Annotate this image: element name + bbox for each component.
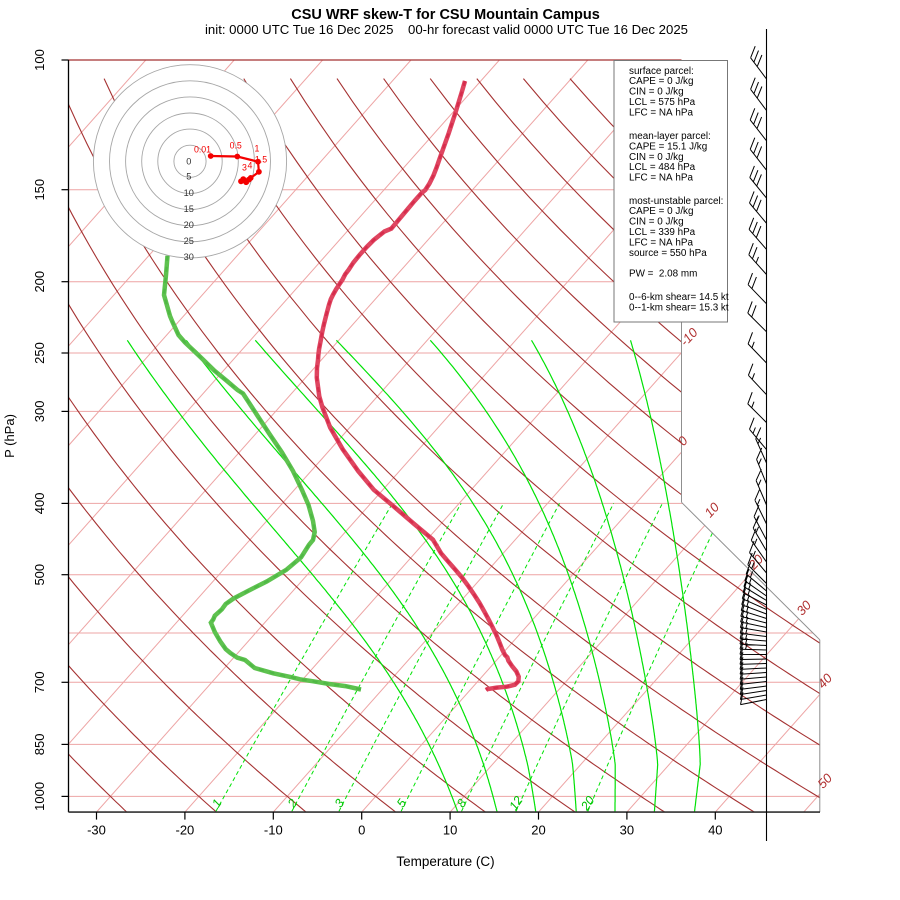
svg-text:0--1-km shear= 15.3 kt: 0--1-km shear= 15.3 kt [629,302,729,313]
svg-text:500: 500 [32,564,47,586]
svg-text:3: 3 [332,796,347,810]
svg-text:25: 25 [184,236,194,246]
svg-text:00-hr forecast valid 0000 UTC: 00-hr forecast valid 0000 UTC Tue 16 Dec… [408,22,688,37]
svg-text:CIN = 0 J/kg: CIN = 0 J/kg [629,217,684,228]
svg-text:LCL = 339 hPa: LCL = 339 hPa [629,227,696,238]
svg-text:LCL = 575 hPa: LCL = 575 hPa [629,97,696,108]
svg-text:20: 20 [531,823,545,838]
svg-text:0: 0 [358,823,365,838]
svg-text:700: 700 [32,671,47,693]
svg-text:LFC = NA hPa: LFC = NA hPa [629,173,693,184]
svg-text:LCL = 484 hPa: LCL = 484 hPa [629,162,696,173]
svg-text:50: 50 [814,770,835,791]
svg-text:0: 0 [675,433,691,449]
svg-text:30: 30 [793,597,814,618]
svg-text:400: 400 [32,493,47,515]
svg-text:LFC = NA hPa: LFC = NA hPa [629,237,693,248]
svg-text:250: 250 [32,342,47,364]
svg-text:CIN = 0 J/kg: CIN = 0 J/kg [629,87,684,98]
svg-text:30: 30 [620,823,634,838]
svg-text:CIN = 0 J/kg: CIN = 0 J/kg [629,152,684,163]
svg-text:-10: -10 [264,823,283,838]
svg-text:5: 5 [186,172,191,182]
svg-text:-20: -20 [176,823,195,838]
svg-text:15: 15 [184,204,194,214]
svg-text:200: 200 [32,271,47,293]
svg-text:0: 0 [186,157,191,167]
svg-text:source = 550 hPa: source = 550 hPa [629,248,707,259]
svg-text:LFC = NA hPa: LFC = NA hPa [629,107,693,118]
svg-text:20: 20 [577,793,597,813]
svg-text:5: 5 [394,796,409,810]
svg-text:P (hPa): P (hPa) [2,414,17,458]
svg-text:30: 30 [184,252,194,262]
svg-text:100: 100 [32,49,47,71]
svg-text:most-unstable parcel:: most-unstable parcel: [629,196,723,207]
svg-text:CAPE = 0 J/kg: CAPE = 0 J/kg [629,206,694,217]
svg-text:mean-layer parcel:: mean-layer parcel: [629,131,711,142]
svg-text:10: 10 [701,499,722,520]
svg-text:0--6-km shear= 14.5 kt: 0--6-km shear= 14.5 kt [629,292,729,303]
svg-text:10: 10 [443,823,457,838]
svg-text:CAPE = 15.1 J/kg: CAPE = 15.1 J/kg [629,141,707,152]
svg-text:0.5: 0.5 [230,141,242,151]
svg-text:850: 850 [32,734,47,756]
svg-text:300: 300 [32,401,47,423]
svg-text:40: 40 [814,670,835,691]
svg-text:10: 10 [184,188,194,198]
svg-text:init: 0000 UTC Tue 16 Dec 2025: init: 0000 UTC Tue 16 Dec 2025 [205,22,393,37]
svg-text:1000: 1000 [32,782,47,811]
svg-text:40: 40 [708,823,722,838]
svg-text:4: 4 [248,161,253,171]
svg-text:-10: -10 [677,324,701,349]
svg-text:CSU WRF skew-T for CSU Mountai: CSU WRF skew-T for CSU Mountain Campus [291,7,600,23]
svg-text:1.5: 1.5 [255,155,267,165]
svg-text:2: 2 [284,796,300,811]
svg-text:12: 12 [506,793,525,812]
svg-text:3: 3 [242,163,247,173]
svg-text:PW = 2.08 mm: PW = 2.08 mm [629,268,697,279]
svg-text:CAPE = 0 J/kg: CAPE = 0 J/kg [629,76,694,87]
svg-text:1: 1 [255,144,260,154]
svg-text:-30: -30 [87,823,106,838]
svg-text:Temperature (C): Temperature (C) [396,854,494,869]
svg-text:20: 20 [184,220,194,230]
svg-text:0.01: 0.01 [194,144,211,154]
svg-text:surface parcel:: surface parcel: [629,66,694,77]
svg-text:150: 150 [32,179,47,201]
